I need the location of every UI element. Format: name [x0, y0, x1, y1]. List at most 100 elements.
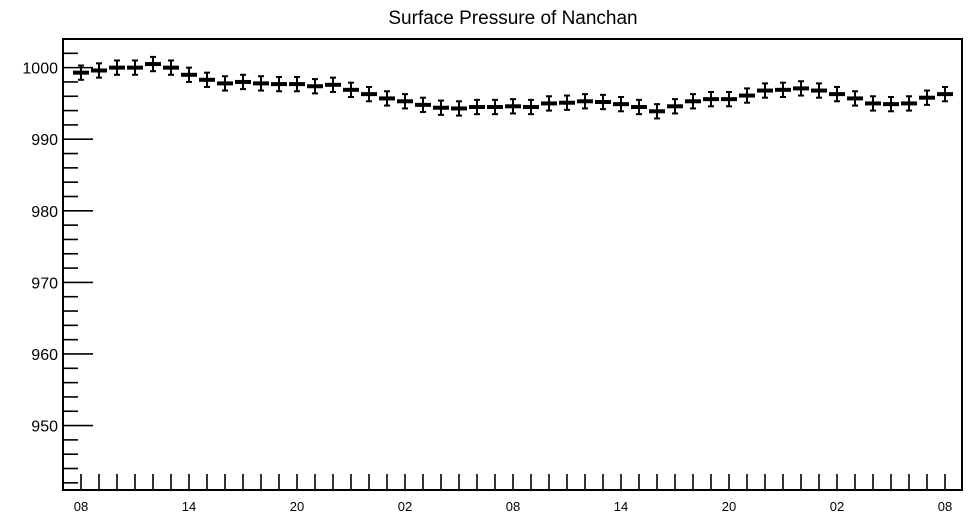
data-marker	[793, 86, 809, 91]
data-point	[919, 89, 935, 106]
data-marker	[487, 105, 503, 110]
data-marker	[775, 87, 791, 92]
data-marker	[703, 97, 719, 102]
data-point	[793, 80, 809, 97]
y-tick-label: 990	[31, 132, 58, 149]
data-marker	[289, 82, 305, 87]
data-point	[559, 94, 575, 111]
data-marker	[919, 95, 935, 100]
data-series	[73, 55, 953, 120]
x-tick-label: 14	[614, 499, 628, 514]
y-axis: 950 960 970 980 990 1000	[22, 38, 93, 484]
data-point	[703, 90, 719, 108]
data-point	[595, 93, 611, 111]
data-point	[811, 82, 827, 99]
data-point	[109, 59, 125, 76]
y-tick-label: 960	[31, 347, 58, 364]
data-point	[523, 98, 539, 116]
data-point	[847, 90, 863, 107]
data-point	[415, 96, 431, 114]
x-tick-label: 08	[506, 499, 520, 514]
data-point	[91, 62, 107, 79]
data-marker	[901, 101, 917, 106]
data-marker	[757, 88, 773, 93]
x-tick-label: 02	[830, 499, 844, 514]
data-point	[73, 64, 89, 81]
data-marker	[271, 82, 287, 87]
data-marker	[541, 101, 557, 106]
data-marker	[865, 101, 881, 106]
data-point	[883, 95, 899, 113]
data-point	[505, 98, 521, 115]
data-point	[469, 98, 485, 116]
chart-title: Surface Pressure of Nanchan	[388, 8, 637, 29]
data-point	[667, 98, 683, 115]
data-point	[757, 82, 773, 99]
data-point	[325, 76, 341, 93]
data-point	[901, 95, 917, 112]
data-marker	[631, 105, 647, 110]
data-marker	[127, 65, 143, 70]
data-marker	[235, 79, 251, 84]
data-marker	[181, 72, 197, 77]
data-marker	[505, 104, 521, 109]
data-point	[343, 81, 359, 98]
data-marker	[325, 82, 341, 87]
data-marker	[847, 96, 863, 101]
data-point	[361, 85, 377, 103]
data-point	[649, 103, 665, 120]
data-point	[577, 93, 593, 110]
data-point	[937, 85, 953, 103]
y-tick-label: 950	[31, 419, 58, 436]
data-marker	[811, 88, 827, 93]
data-point	[289, 75, 305, 93]
data-marker	[937, 92, 953, 97]
data-marker	[91, 68, 107, 73]
data-point	[397, 93, 413, 110]
y-tick-label: 1000	[22, 61, 58, 78]
data-marker	[649, 109, 665, 114]
data-point	[127, 59, 143, 76]
data-marker	[451, 106, 467, 111]
data-marker	[829, 92, 845, 97]
data-point	[613, 95, 629, 113]
data-point	[235, 73, 251, 91]
data-point	[271, 75, 287, 93]
x-axis: 08 14 20 02 08 14 20 02 08	[74, 474, 952, 514]
x-tick-label: 08	[938, 499, 952, 514]
x-tick-label: 02	[398, 499, 412, 514]
data-marker	[667, 104, 683, 109]
data-marker	[397, 99, 413, 104]
y-tick-label: 970	[31, 275, 58, 292]
data-marker	[307, 84, 323, 89]
data-point	[631, 98, 647, 116]
data-marker	[73, 70, 89, 75]
data-point	[163, 59, 179, 76]
data-point	[217, 75, 233, 92]
data-point	[685, 93, 701, 110]
data-marker	[163, 65, 179, 70]
data-point	[541, 95, 557, 112]
data-marker	[883, 102, 899, 107]
data-point	[775, 81, 791, 98]
data-marker	[379, 96, 395, 101]
x-tick-label: 08	[74, 499, 88, 514]
data-marker	[685, 99, 701, 104]
data-marker	[199, 77, 215, 82]
x-tick-label: 14	[182, 499, 196, 514]
data-point	[253, 75, 269, 92]
x-tick-label: 20	[722, 499, 736, 514]
data-marker	[577, 99, 593, 104]
data-marker	[559, 100, 575, 105]
data-marker	[523, 105, 539, 110]
data-marker	[145, 62, 161, 67]
y-tick-label: 980	[31, 204, 58, 221]
data-marker	[613, 102, 629, 107]
data-point	[433, 99, 449, 116]
data-point	[865, 95, 881, 112]
data-point	[145, 55, 161, 73]
data-point	[307, 78, 323, 95]
data-marker	[469, 105, 485, 110]
data-marker	[739, 93, 755, 98]
